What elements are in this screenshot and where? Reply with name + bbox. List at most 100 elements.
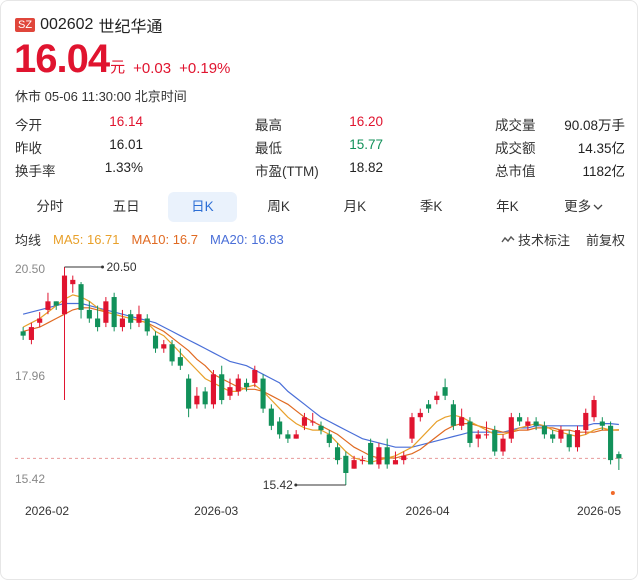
candle-body — [78, 284, 84, 310]
legend-ma10: MA10: 16.7 — [131, 232, 199, 247]
candle-body — [599, 421, 605, 426]
stat-label: 最低 — [255, 140, 282, 156]
candle-body — [61, 275, 68, 315]
kline-chart[interactable]: 20.50 17.96 15.42 20.50 15.42 2026-02 2026-03 2… — [1, 249, 637, 529]
candle-body — [566, 434, 572, 448]
candle-body — [260, 378, 266, 409]
candle-body — [533, 421, 539, 426]
stat-label: 换手率 — [15, 163, 56, 179]
candle-body — [591, 400, 597, 418]
candle-body — [425, 404, 432, 409]
stat-value: 14.35亿 — [577, 140, 625, 156]
candle-body — [558, 430, 564, 439]
candle-body — [417, 412, 423, 418]
candle-body — [376, 447, 382, 465]
stats-row: 昨收 16.01 最低 15.77 成交额 14.35亿 — [15, 135, 625, 158]
tab-2[interactable]: 日K — [167, 192, 238, 222]
candle-body — [616, 454, 622, 459]
candle-body — [401, 455, 407, 461]
adjust-button[interactable]: 前复权 — [585, 233, 625, 248]
x-tick-label: 2026-03 — [194, 504, 238, 518]
candle-body — [119, 318, 125, 328]
tab-6[interactable]: 年K — [473, 192, 543, 222]
tab-label: 分时 — [36, 199, 64, 214]
candle-body — [277, 421, 283, 435]
candle-body — [483, 434, 490, 436]
candle-body — [144, 318, 150, 332]
candle-body — [359, 460, 365, 462]
current-price: 16.04 — [14, 37, 110, 81]
candle-body — [368, 442, 374, 465]
candle-body — [500, 438, 506, 452]
candle-body — [37, 318, 43, 323]
stat-value: 1.33% — [104, 159, 143, 175]
candle-body — [103, 301, 109, 323]
candle-body — [219, 374, 225, 401]
candle-body — [20, 331, 26, 336]
y-tick-label: 20.50 — [15, 262, 45, 276]
stats-row: 今开 16.14 最高 16.20 成交量 90.08万手 — [15, 112, 625, 135]
candle-body — [293, 434, 299, 439]
candle-body — [467, 421, 473, 443]
candle-body — [252, 369, 258, 383]
x-tick-label: 2026-02 — [25, 504, 69, 518]
candle-body — [136, 314, 142, 323]
candle-body — [53, 301, 59, 306]
min-label: 15.42 — [263, 478, 293, 492]
tab-5[interactable]: 季K — [396, 192, 466, 222]
period-tabs: 分时 五日 日K 周K 月K 季K 年K 更多 — [15, 192, 625, 222]
candle-body — [194, 395, 200, 405]
stat-value: 1182亿 — [582, 163, 625, 179]
tab-label: 季K — [419, 199, 443, 214]
candle-body — [128, 314, 134, 323]
candle-body — [243, 382, 250, 388]
x-tick-label: 2026-05 — [577, 504, 621, 518]
y-tick-label: 15.42 — [15, 472, 45, 486]
tab-label: 日K — [191, 199, 214, 214]
price-change: +0.03 — [133, 60, 172, 77]
legend-ma5: MA5: 16.71 — [53, 232, 120, 247]
candle-body — [508, 417, 514, 439]
candle-body — [70, 279, 76, 285]
market-badge: SZ — [15, 18, 36, 32]
tab-1[interactable]: 五日 — [91, 192, 161, 222]
candle-body — [475, 434, 481, 439]
stat-label: 今开 — [15, 117, 42, 133]
tab-label: 周K — [267, 199, 290, 214]
stat-label: 昨收 — [15, 140, 42, 156]
tab-0[interactable]: 分时 — [15, 192, 85, 222]
tab-3[interactable]: 周K — [244, 192, 314, 222]
ma10-line — [22, 307, 619, 459]
candle-body — [525, 421, 531, 426]
candle-body — [459, 417, 465, 426]
candle-body — [583, 412, 589, 431]
max-label: 20.50 — [107, 260, 137, 274]
candle-body — [301, 417, 308, 426]
stat-value: 16.20 — [349, 113, 383, 129]
candle-body — [161, 344, 167, 349]
chevron-down-icon — [593, 204, 603, 210]
tech-annotation-label: 技术标注 — [517, 233, 570, 248]
candle-body — [450, 404, 456, 426]
tab-4[interactable]: 月K — [320, 192, 390, 222]
candle-body — [210, 374, 217, 405]
candle-body — [608, 425, 614, 461]
stat-label: 总市值 — [495, 163, 536, 179]
tab-label: 年K — [496, 199, 519, 214]
candle-body — [111, 297, 117, 328]
candle-body — [227, 387, 233, 396]
market-status: 休市 05-06 11:30:00 北京时间 — [15, 89, 187, 104]
price-change-pct: +0.19% — [179, 60, 231, 77]
tech-annotation-button[interactable]: 技术标注 — [501, 230, 570, 249]
candle-body — [45, 301, 51, 310]
min-dot — [294, 483, 298, 487]
stock-name: 世纪华通 — [98, 19, 163, 36]
stat-label: 成交额 — [495, 140, 536, 156]
candle-body — [541, 425, 547, 435]
tab-7[interactable]: 更多 — [549, 192, 619, 222]
candle-body — [318, 425, 324, 431]
candle-body — [186, 378, 192, 409]
stat-label: 最高 — [255, 117, 282, 133]
candle-body — [574, 430, 581, 448]
